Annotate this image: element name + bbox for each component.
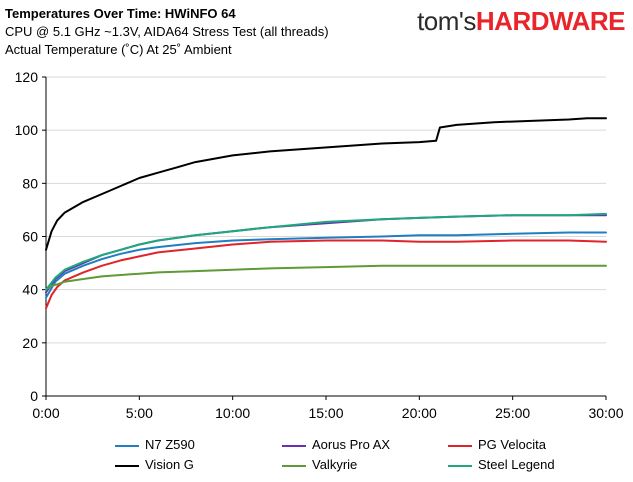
chart-subtitle-2: Actual Temperature (˚C) At 25˚ Ambient xyxy=(5,42,232,57)
x-tick-label: 25:00 xyxy=(495,405,530,421)
legend-swatch xyxy=(282,444,306,447)
legend-label: Aorus Pro AX xyxy=(312,437,391,452)
series-line-vision-g xyxy=(45,117,607,251)
series-line-n7-z590 xyxy=(45,231,607,299)
series-line-aorus-pro-ax xyxy=(45,214,607,294)
x-tick-label: 10:00 xyxy=(215,405,250,421)
legend-swatch xyxy=(115,464,139,467)
toms-hardware-logo: tom'sHARDWARE xyxy=(417,6,625,36)
tick-labels: 0 20 40 60 80 100 120 0:00 5:00 10:00 15:00 20:00 25… xyxy=(15,69,624,421)
chart-header: Temperatures Over Time: HWiNFO 64 CPU @ … xyxy=(5,5,329,59)
x-tick-label: 20:00 xyxy=(402,405,437,421)
legend-swatch xyxy=(448,444,472,447)
legend-item-steel-legend: Steel Legend xyxy=(448,456,555,474)
chart-title: Temperatures Over Time: HWiNFO 64 xyxy=(5,6,236,21)
chart-legend: N7 Z590 Aorus Pro AX PG Velocita Vision G Va… xyxy=(0,432,633,478)
series-line-valkyrie xyxy=(45,264,607,291)
legend-swatch xyxy=(115,444,139,447)
grid-layer xyxy=(46,76,606,344)
temperature-line-chart: 0 20 40 60 80 100 120 0:00 5:00 10:00 15:00 20:00 25… xyxy=(15,69,624,421)
series-line-steel-legend xyxy=(45,212,607,291)
y-tick-label: 80 xyxy=(22,175,38,191)
logo-hardware: HARDWARE xyxy=(475,6,626,36)
logo-toms: tom's xyxy=(417,6,476,36)
legend-label: PG Velocita xyxy=(478,437,546,452)
legend-label: Valkyrie xyxy=(312,457,358,472)
legend-label: Vision G xyxy=(145,457,194,472)
y-tick-label: 100 xyxy=(15,122,39,138)
legend-swatch xyxy=(448,464,472,467)
y-tick-label: 0 xyxy=(30,388,38,404)
y-tick-label: 40 xyxy=(22,282,38,298)
legend-item-vision-g: Vision G xyxy=(115,456,194,474)
legend-item-n7-z590: N7 Z590 xyxy=(115,436,195,454)
legend-swatch xyxy=(282,464,306,467)
y-tick-label: 60 xyxy=(22,229,38,245)
y-tick-label: 120 xyxy=(15,69,39,85)
x-tick-label: 30:00 xyxy=(588,405,623,421)
series-line-pg-velocita xyxy=(45,239,607,310)
legend-item-pg-velocita: PG Velocita xyxy=(448,436,546,454)
legend-label: N7 Z590 xyxy=(145,437,195,452)
axis-layer xyxy=(42,76,607,400)
y-tick-label: 20 xyxy=(22,335,38,351)
legend-label: Steel Legend xyxy=(478,457,555,472)
legend-item-valkyrie: Valkyrie xyxy=(282,456,357,474)
x-tick-label: 0:00 xyxy=(32,405,59,421)
series-layer xyxy=(45,117,607,310)
chart-subtitle: CPU @ 5.1 GHz ~1.3V, AIDA64 Stress Test … xyxy=(5,24,329,39)
legend-item-aorus-pro-ax: Aorus Pro AX xyxy=(282,436,390,454)
x-tick-label: 5:00 xyxy=(126,405,153,421)
x-tick-label: 15:00 xyxy=(308,405,343,421)
